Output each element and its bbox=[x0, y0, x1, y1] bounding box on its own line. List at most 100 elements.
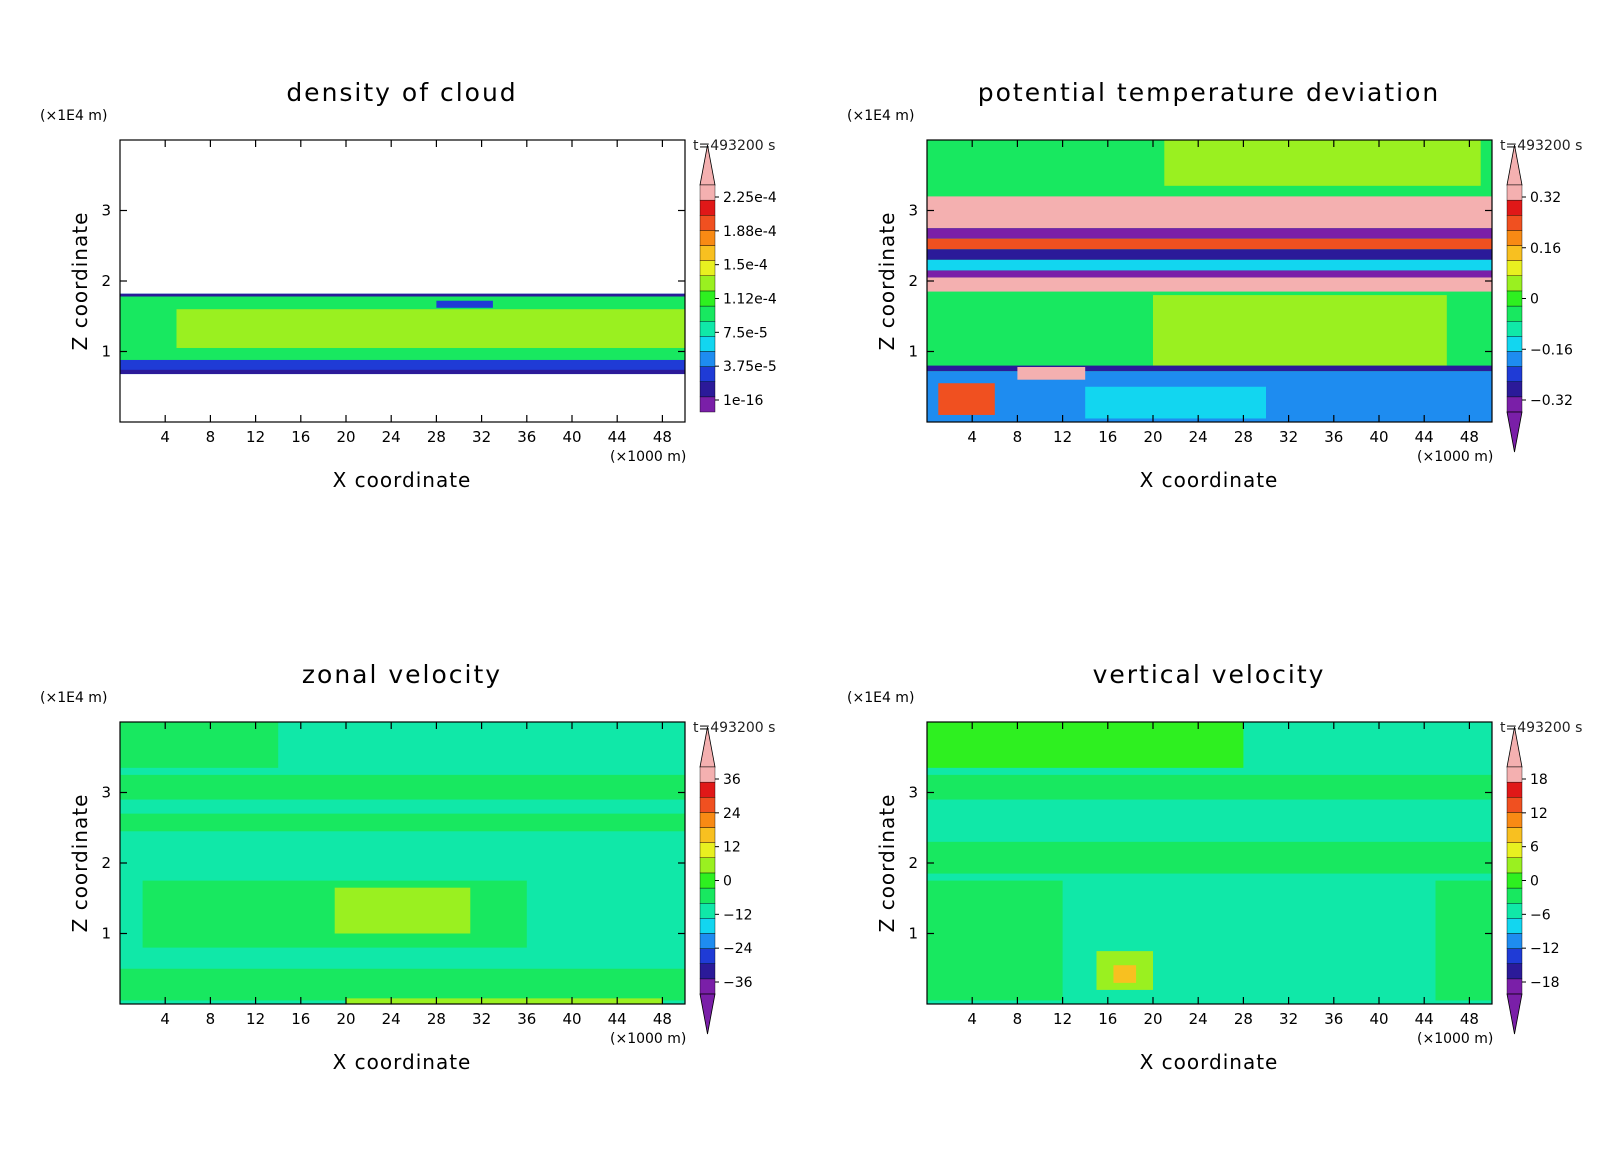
colorbar-swatch-8 bbox=[699, 857, 716, 874]
y-tick-label: 2 bbox=[908, 272, 918, 290]
contour-band-2 bbox=[120, 774, 685, 800]
y-tick-label: 2 bbox=[101, 854, 111, 872]
y-unit-label: (×1E4 m) bbox=[847, 690, 914, 706]
contour-band-0 bbox=[120, 722, 685, 1004]
colorbar-label: 7.5e-5 bbox=[723, 325, 768, 341]
x-tick-label: 36 bbox=[517, 428, 536, 446]
colorbar-swatch-10 bbox=[1506, 245, 1523, 261]
colorbar-label: 1.88e-4 bbox=[723, 224, 777, 240]
contour-band-5 bbox=[927, 238, 1492, 250]
y-tick-label: 1 bbox=[908, 343, 918, 361]
time-label: t=493200 s bbox=[1500, 720, 1582, 736]
panel-title: density of cloud bbox=[286, 78, 517, 107]
contour-band-7 bbox=[927, 259, 1492, 271]
colorbar-swatch-11 bbox=[1506, 230, 1523, 246]
y-tick-label: 3 bbox=[101, 784, 111, 802]
x-tick-label: 28 bbox=[1234, 1010, 1253, 1028]
x-tick-label: 20 bbox=[336, 1010, 355, 1028]
x-tick-label: 32 bbox=[472, 428, 491, 446]
colorbar-label: −6 bbox=[1530, 907, 1551, 923]
y-unit-label: (×1E4 m) bbox=[847, 108, 914, 124]
x-tick-label: 16 bbox=[291, 1010, 310, 1028]
contour-band-5 bbox=[120, 293, 685, 297]
colorbar-swatch-12 bbox=[1506, 797, 1523, 813]
panel-title: zonal velocity bbox=[302, 660, 502, 689]
colorbar: 0.32 0.16 0 −0.16 −0.32 bbox=[1506, 144, 1573, 453]
contour-band-2 bbox=[176, 309, 685, 348]
contour-band-1 bbox=[120, 722, 279, 768]
colorbar-swatch-12 bbox=[1506, 215, 1523, 231]
colorbar-swatch-9 bbox=[1506, 260, 1523, 276]
panel-zonal: zonal velocity (×1E4 m) t=493200 s 4 8 12 1… bbox=[40, 660, 775, 1074]
x-tick-label: 44 bbox=[608, 428, 627, 446]
x-tick-label: 24 bbox=[1189, 428, 1208, 446]
x-tick-label: 20 bbox=[336, 428, 355, 446]
contour-band-2 bbox=[1153, 295, 1447, 366]
contour-band-7 bbox=[1113, 965, 1137, 983]
colorbar-swatch-2 bbox=[699, 948, 716, 964]
colorbar: 36 24 12 0 −12 −24 −36 bbox=[699, 726, 753, 1035]
x-tick-label: 16 bbox=[291, 428, 310, 446]
colorbar-label: 3.75e-5 bbox=[723, 359, 777, 375]
contour-band-14 bbox=[1017, 367, 1086, 380]
colorbar-swatch-4 bbox=[1506, 336, 1523, 352]
x-tick-label: 48 bbox=[1460, 428, 1479, 446]
contour-band-6 bbox=[120, 968, 685, 1001]
x-axis-title: X coordinate bbox=[1140, 1050, 1279, 1074]
colorbar-label: 36 bbox=[723, 772, 741, 788]
colorbar-swatch-2 bbox=[1506, 366, 1523, 382]
colorbar-swatch-9 bbox=[699, 842, 716, 859]
y-axis-title: Z coordinate bbox=[875, 212, 899, 351]
x-tick-label: 4 bbox=[967, 428, 977, 446]
x-tick-label: 32 bbox=[472, 1010, 491, 1028]
colorbar-swatch-13 bbox=[1506, 781, 1523, 798]
x-tick-label: 8 bbox=[206, 1010, 216, 1028]
colorbar-swatch-7 bbox=[1506, 872, 1523, 889]
colorbar-swatch-11 bbox=[1506, 812, 1523, 828]
plot-frame bbox=[119, 139, 686, 423]
colorbar-swatch-8 bbox=[1506, 857, 1523, 874]
x-tick-label: 36 bbox=[517, 1010, 536, 1028]
colorbar-swatch-7 bbox=[1506, 290, 1523, 307]
colorbar-swatch-5 bbox=[699, 321, 716, 337]
colorbar-swatch-4 bbox=[1506, 918, 1523, 934]
colorbar-swatch-8 bbox=[1506, 275, 1523, 292]
colorbar-label: 6 bbox=[1530, 840, 1539, 856]
colorbar-label: −24 bbox=[723, 941, 753, 957]
colorbar-swatch-10 bbox=[699, 245, 716, 261]
x-tick-label: 12 bbox=[1053, 428, 1072, 446]
x-tick-label: 12 bbox=[246, 1010, 265, 1028]
colorbar-swatch-1 bbox=[1506, 963, 1523, 980]
y-axis-title: Z coordinate bbox=[68, 794, 92, 933]
panel-theta: potential temperature deviation (×1E4 m)… bbox=[847, 78, 1582, 492]
contour-band-3 bbox=[120, 359, 685, 372]
colorbar-label: 12 bbox=[1530, 806, 1548, 822]
x-axis-title: X coordinate bbox=[1140, 468, 1279, 492]
colorbar-label: 0.16 bbox=[1530, 241, 1561, 257]
x-unit-label: (×1000 m) bbox=[1417, 1031, 1493, 1047]
colorbar-swatch-0 bbox=[699, 978, 716, 995]
contour-band-12 bbox=[1085, 386, 1266, 419]
x-tick-label: 24 bbox=[382, 428, 401, 446]
colorbar-label: −18 bbox=[1530, 975, 1560, 991]
colorbar-label: 0 bbox=[723, 874, 732, 890]
colorbar-label: −0.32 bbox=[1530, 393, 1573, 409]
colorbar-label: −36 bbox=[723, 975, 753, 991]
time-label: t=493200 s bbox=[693, 720, 775, 736]
colorbar-label: 12 bbox=[723, 840, 741, 856]
y-unit-label: (×1E4 m) bbox=[40, 108, 107, 124]
contour-band-5 bbox=[1435, 880, 1492, 1001]
y-unit-label: (×1E4 m) bbox=[40, 690, 107, 706]
x-tick-label: 40 bbox=[1369, 428, 1388, 446]
x-tick-label: 4 bbox=[160, 428, 170, 446]
colorbar-swatch-6 bbox=[1506, 305, 1523, 322]
colorbar-label: 0.32 bbox=[1530, 190, 1561, 206]
x-tick-label: 44 bbox=[608, 1010, 627, 1028]
x-tick-label: 8 bbox=[206, 428, 216, 446]
y-tick-label: 3 bbox=[101, 202, 111, 220]
x-tick-label: 40 bbox=[562, 1010, 581, 1028]
